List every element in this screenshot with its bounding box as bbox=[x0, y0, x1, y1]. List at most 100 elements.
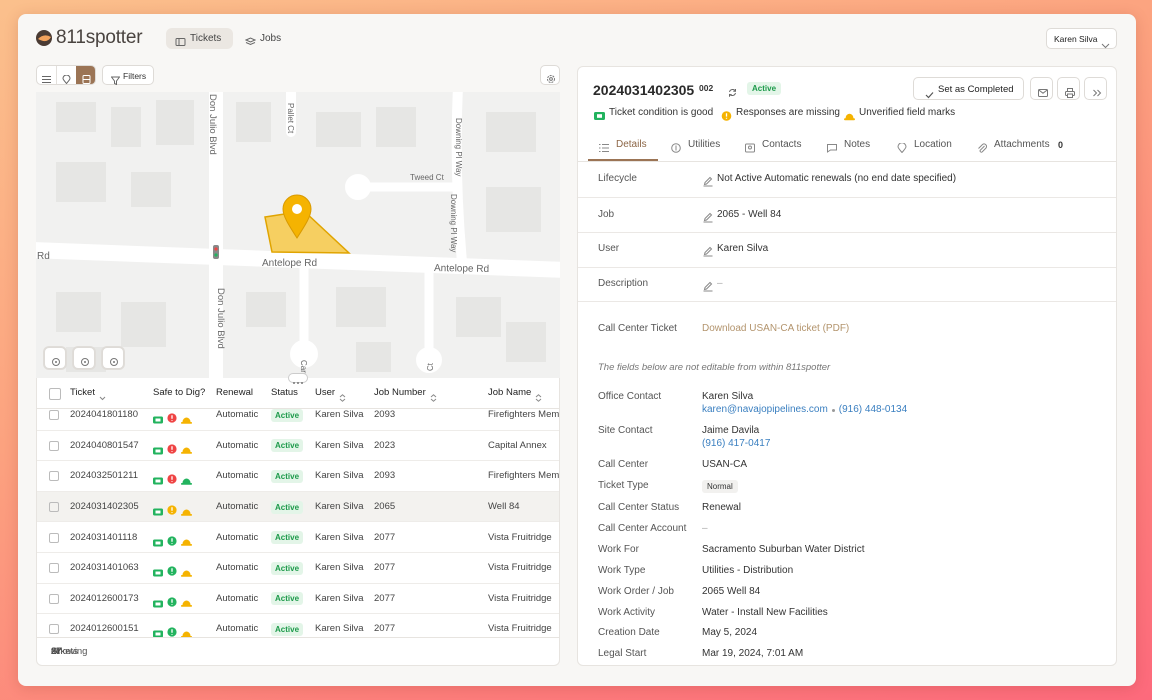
view-map[interactable] bbox=[56, 66, 77, 84]
column-header[interactable]: Job Number bbox=[374, 387, 426, 398]
chevron bbox=[1101, 36, 1110, 49]
safe-icon-ticket-part-part bbox=[155, 510, 161, 514]
filter-icon-part bbox=[110, 76, 121, 85]
checkbox[interactable] bbox=[49, 563, 59, 574]
field-value[interactable]: 2065 - Well 84 bbox=[717, 209, 782, 220]
job-number: 2023 bbox=[374, 439, 396, 451]
view-list[interactable] bbox=[37, 66, 57, 84]
row-divider bbox=[578, 301, 1116, 302]
field-label: Office Contact bbox=[598, 391, 662, 402]
buildings-part bbox=[246, 292, 286, 327]
buildings-part bbox=[56, 102, 96, 132]
download-link[interactable]: Download USAN-CA ticket (PDF) bbox=[702, 323, 850, 334]
map[interactable]: Rd Antelope Rd Antelope Rd Don Julio Blvd Do… bbox=[36, 92, 560, 378]
email-button[interactable] bbox=[1030, 77, 1053, 100]
safe-icon-marks-part-part bbox=[181, 544, 192, 546]
sort-icon-part bbox=[339, 394, 346, 402]
traffic-light-part bbox=[214, 247, 218, 251]
detail-tab-icon-part-part bbox=[978, 143, 987, 153]
safe-icon-marks-part-part bbox=[181, 574, 192, 577]
table-row[interactable]: 2024032501211 Automatic Active Karen Silva 2… bbox=[37, 461, 559, 492]
complete-button[interactable]: Set as Completed bbox=[913, 77, 1024, 100]
chevron-part-part bbox=[1101, 43, 1110, 49]
map-pin[interactable] bbox=[282, 194, 312, 239]
contact-phone[interactable]: (916) 417-0417 bbox=[702, 438, 771, 449]
sort-icon bbox=[430, 389, 437, 402]
column-header[interactable]: Job Name bbox=[488, 387, 532, 398]
print-button-icon-part bbox=[1064, 87, 1075, 98]
checkbox[interactable] bbox=[49, 440, 59, 451]
print-button-icon-part-part bbox=[1066, 93, 1073, 98]
check-icon bbox=[925, 86, 934, 98]
nav-tab-icon bbox=[175, 34, 186, 46]
nav-tab[interactable]: Jobs bbox=[236, 28, 288, 49]
safe-icon-response bbox=[167, 563, 177, 576]
column-header: Status bbox=[271, 387, 298, 398]
column-header[interactable]: User bbox=[315, 387, 336, 398]
view-split[interactable] bbox=[76, 66, 95, 84]
sort-icon bbox=[339, 389, 346, 402]
user-menu[interactable]: Karen Silva bbox=[1046, 28, 1117, 49]
detail-tab[interactable]: Notes bbox=[844, 139, 871, 150]
nav-tab-icon bbox=[244, 34, 257, 45]
column-header[interactable]: Ticket bbox=[70, 387, 95, 398]
map-control[interactable] bbox=[73, 347, 95, 369]
safe-icon-response bbox=[167, 533, 177, 546]
footer-suffix: tickets bbox=[51, 646, 78, 657]
safe-icon-response-part bbox=[167, 627, 177, 637]
map-control[interactable] bbox=[44, 347, 66, 369]
edit-icon bbox=[703, 210, 713, 222]
field-value[interactable]: Karen Silva bbox=[717, 243, 769, 254]
user: Karen Silva bbox=[315, 501, 364, 513]
table-row[interactable]: 2024012600173 Automatic Active Karen Silva 2… bbox=[37, 584, 559, 615]
safe-icon-response-part bbox=[167, 505, 177, 515]
contact-phone[interactable]: (916) 448-0134 bbox=[838, 404, 908, 415]
contact-name: Karen Silva bbox=[702, 391, 754, 402]
safe-icon-ticket bbox=[153, 534, 163, 547]
field-value: – bbox=[702, 523, 708, 534]
table-row[interactable]: 2024031401063 Automatic Active Karen Silva 2… bbox=[37, 553, 559, 584]
detail-tab[interactable]: Contacts bbox=[762, 139, 802, 150]
safe-icon-marks-part bbox=[181, 631, 192, 637]
email-button-icon-part bbox=[1037, 88, 1048, 97]
detail-tab[interactable]: Utilities bbox=[688, 139, 721, 150]
table-row[interactable]: 2024041801180 Automatic Active Karen Silva 2… bbox=[37, 408, 559, 431]
print-button[interactable] bbox=[1057, 77, 1080, 100]
map-settings[interactable] bbox=[540, 65, 560, 85]
safe-icon-ticket bbox=[153, 442, 163, 455]
nav-tab[interactable]: Tickets bbox=[166, 28, 233, 49]
checkbox[interactable] bbox=[49, 502, 59, 513]
detail-tab[interactable]: Details bbox=[616, 139, 647, 150]
buildings-part bbox=[131, 172, 171, 207]
map-control[interactable] bbox=[102, 347, 124, 369]
checkbox[interactable] bbox=[49, 471, 59, 482]
detail-tab[interactable]: Location bbox=[914, 139, 952, 150]
table-row[interactable]: 2024012600151 Automatic Active Karen Silva 2… bbox=[37, 614, 559, 637]
ticket-id: 2024031402305 bbox=[593, 82, 695, 98]
job-number: 2065 bbox=[374, 501, 396, 513]
field-value[interactable]: – bbox=[717, 278, 723, 289]
table-row[interactable]: 2024031401118 Automatic Active Karen Silva 2… bbox=[37, 522, 559, 553]
map-control-icon-part-part bbox=[84, 361, 86, 363]
attachments-count: 0 bbox=[1058, 140, 1064, 150]
checkbox[interactable] bbox=[49, 388, 61, 400]
safe-icon-marks-part-part bbox=[182, 631, 191, 636]
resize-handle[interactable] bbox=[289, 374, 307, 384]
safe-icon-ticket-part bbox=[153, 416, 163, 424]
collapse-button[interactable] bbox=[1084, 77, 1107, 100]
contact-email[interactable]: karen@navajopipelines.com bbox=[702, 404, 828, 415]
renewal: Automatic bbox=[216, 531, 259, 543]
field-value[interactable]: Not Active Automatic renewals (no end da… bbox=[717, 173, 957, 184]
checkbox[interactable] bbox=[49, 532, 59, 543]
checkbox[interactable] bbox=[49, 593, 59, 604]
table-row[interactable]: 2024040801547 Automatic Active Karen Silva 2… bbox=[37, 431, 559, 462]
filters-button[interactable]: Filters bbox=[102, 65, 154, 85]
map-control-icon bbox=[51, 354, 61, 366]
table-row[interactable]: 2024031402305 Automatic Active Karen Silva 2… bbox=[37, 491, 559, 523]
view-icon bbox=[82, 71, 91, 84]
detail-tab[interactable]: Attachments bbox=[994, 139, 1050, 150]
checkbox[interactable] bbox=[49, 624, 59, 635]
checkbox[interactable] bbox=[49, 410, 59, 421]
email-button-icon bbox=[1037, 85, 1048, 97]
